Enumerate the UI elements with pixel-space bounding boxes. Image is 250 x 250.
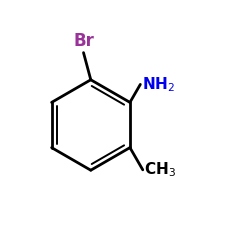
Text: Br: Br xyxy=(73,32,94,50)
Text: CH$_3$: CH$_3$ xyxy=(144,160,176,179)
Text: NH$_2$: NH$_2$ xyxy=(142,75,174,94)
